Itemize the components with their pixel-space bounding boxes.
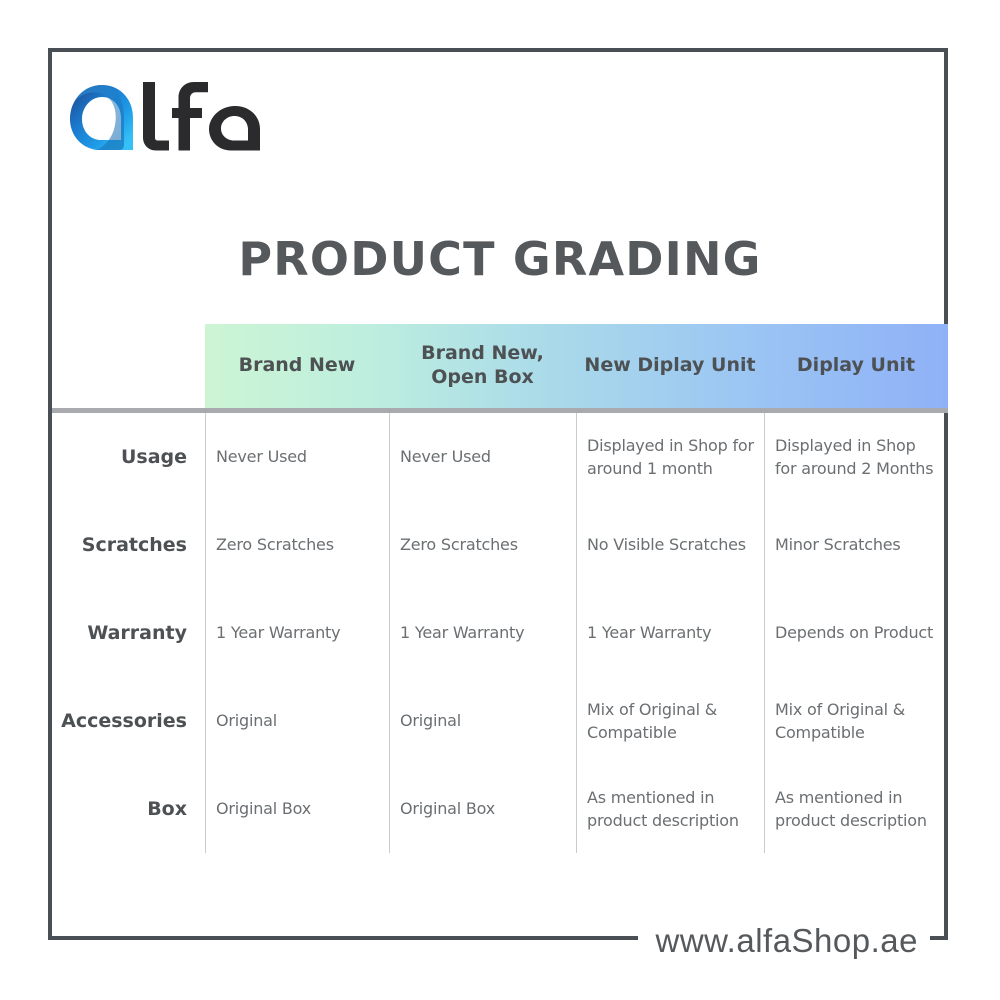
cell-accessories-brand-new: Original bbox=[205, 677, 389, 765]
cell-usage-diplay-unit: Displayed in Shop for around 2 Months bbox=[764, 413, 948, 501]
logo-letter-f bbox=[172, 82, 208, 151]
row-label-scratches: Scratches bbox=[81, 534, 187, 556]
page-title: PRODUCT GRADING bbox=[238, 232, 762, 286]
cell-scratches-diplay-unit: Minor Scratches bbox=[764, 501, 948, 589]
cell-usage-brand-new-open-box: Never Used bbox=[389, 413, 576, 501]
cell-box-brand-new-open-box: Original Box bbox=[389, 765, 576, 853]
cell-scratches-new-diplay-unit: No Visible Scratches bbox=[576, 501, 764, 589]
header-separator-rule bbox=[52, 408, 948, 413]
column-header-diplay-unit: Diplay Unit bbox=[796, 354, 916, 377]
cell-usage-brand-new: Never Used bbox=[205, 413, 389, 501]
cell-accessories-new-diplay-unit: Mix of Original & Compatible bbox=[576, 677, 764, 765]
row-label-box: Box bbox=[147, 798, 187, 820]
alfa-logo bbox=[68, 82, 268, 154]
cell-box-new-diplay-unit: As mentioned in product description bbox=[576, 765, 764, 853]
cell-warranty-brand-new: 1 Year Warranty bbox=[205, 589, 389, 677]
footer-website: www.alfaShop.ae bbox=[637, 920, 930, 962]
column-header-brand-new: Brand New bbox=[238, 354, 356, 377]
logo-mark-a bbox=[70, 85, 133, 150]
product-grading-table: Brand New Brand New, Open Box New Diplay… bbox=[52, 324, 948, 853]
cell-warranty-diplay-unit: Depends on Product bbox=[764, 589, 948, 677]
table-body: Usage Never Used Never Used Displayed in… bbox=[52, 413, 948, 853]
page-border-frame bbox=[48, 48, 948, 940]
cell-warranty-brand-new-open-box: 1 Year Warranty bbox=[389, 589, 576, 677]
row-label-usage: Usage bbox=[120, 446, 187, 468]
cell-scratches-brand-new-open-box: Zero Scratches bbox=[389, 501, 576, 589]
cell-scratches-brand-new: Zero Scratches bbox=[205, 501, 389, 589]
cell-accessories-brand-new-open-box: Original bbox=[389, 677, 576, 765]
cell-box-brand-new: Original Box bbox=[205, 765, 389, 853]
cell-usage-new-diplay-unit: Displayed in Shop for around 1 month bbox=[576, 413, 764, 501]
column-header-brand-new-open-box: Brand New, Open Box bbox=[421, 342, 544, 388]
column-header-new-diplay-unit: New Diplay Unit bbox=[584, 354, 756, 377]
table-header-row: Brand New Brand New, Open Box New Diplay… bbox=[205, 324, 948, 408]
cell-box-diplay-unit: As mentioned in product description bbox=[764, 765, 948, 853]
row-label-accessories: Accessories bbox=[61, 710, 187, 732]
cell-warranty-new-diplay-unit: 1 Year Warranty bbox=[576, 589, 764, 677]
logo-letter-l bbox=[143, 82, 169, 151]
cell-accessories-diplay-unit: Mix of Original & Compatible bbox=[764, 677, 948, 765]
logo-letter-a2 bbox=[209, 106, 260, 151]
row-label-warranty: Warranty bbox=[87, 622, 187, 644]
